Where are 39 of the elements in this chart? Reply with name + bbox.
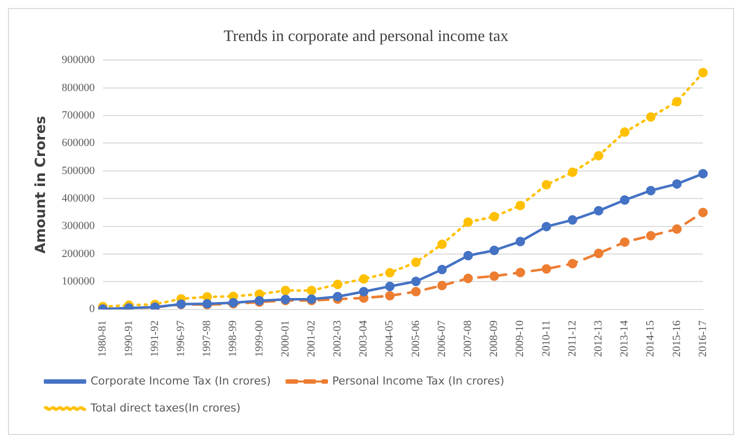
x-tick-label: 2016-17 [696,320,709,358]
x-tick-label: 2011-12 [566,320,578,357]
y-tick-label: 900000 [62,54,96,66]
x-tick-label: 1997-98 [201,320,214,358]
x-tick-label: 2005-06 [410,320,422,358]
x-tick-label: 1990-91 [122,320,135,358]
x-tick-label: 2008-09 [488,320,500,358]
legend-label: Corporate Income Tax (In crores) [90,374,271,388]
y-tick-label: 700000 [62,109,96,122]
x-tick-label: 2006-07 [436,320,448,358]
legend-label: Total direct taxes(In crores) [90,401,240,414]
x-tick-label: 2014-15 [644,320,657,358]
x-tick-label: 2001-02 [305,320,318,358]
x-tick-label: 2013-14 [618,320,631,358]
x-tick-label: 2002-03 [332,320,344,358]
legend-label: Personal Income Tax (In crores) [332,374,504,388]
y-tick-label: 400000 [62,192,96,204]
x-tick-label: 1999-00 [253,320,266,358]
y-tick-label: 500000 [62,164,96,177]
x-tick-label: 2000-01 [279,320,292,358]
x-tick-label: 2003-04 [358,320,370,358]
y-tick-label: 600000 [62,137,96,150]
y-tick-label: 100000 [62,276,96,288]
y-tick-label: 0 [89,303,96,316]
x-tick-label: 1991-92 [148,320,161,358]
x-tick-label: 2004-05 [384,320,396,358]
x-tick-label: 1998-99 [227,320,240,358]
y-tick-label: 200000 [62,248,96,260]
x-tick-label: 2015-16 [670,320,683,358]
x-tick-label: 1996-97 [174,320,187,358]
y-tick-label: 800000 [62,82,96,94]
x-tick-label: 2009-10 [514,320,526,358]
x-tick-label: 1980-81 [96,320,109,358]
y-tick-label: 300000 [62,220,96,232]
x-tick-label: 2010-11 [540,320,552,357]
chart-title: Trends in corporate and personal income tax [224,28,508,45]
x-tick-label: 2012-13 [592,320,605,358]
x-tick-label: 2007-08 [462,320,474,358]
y-axis-title: Amount in Crores [33,116,50,254]
